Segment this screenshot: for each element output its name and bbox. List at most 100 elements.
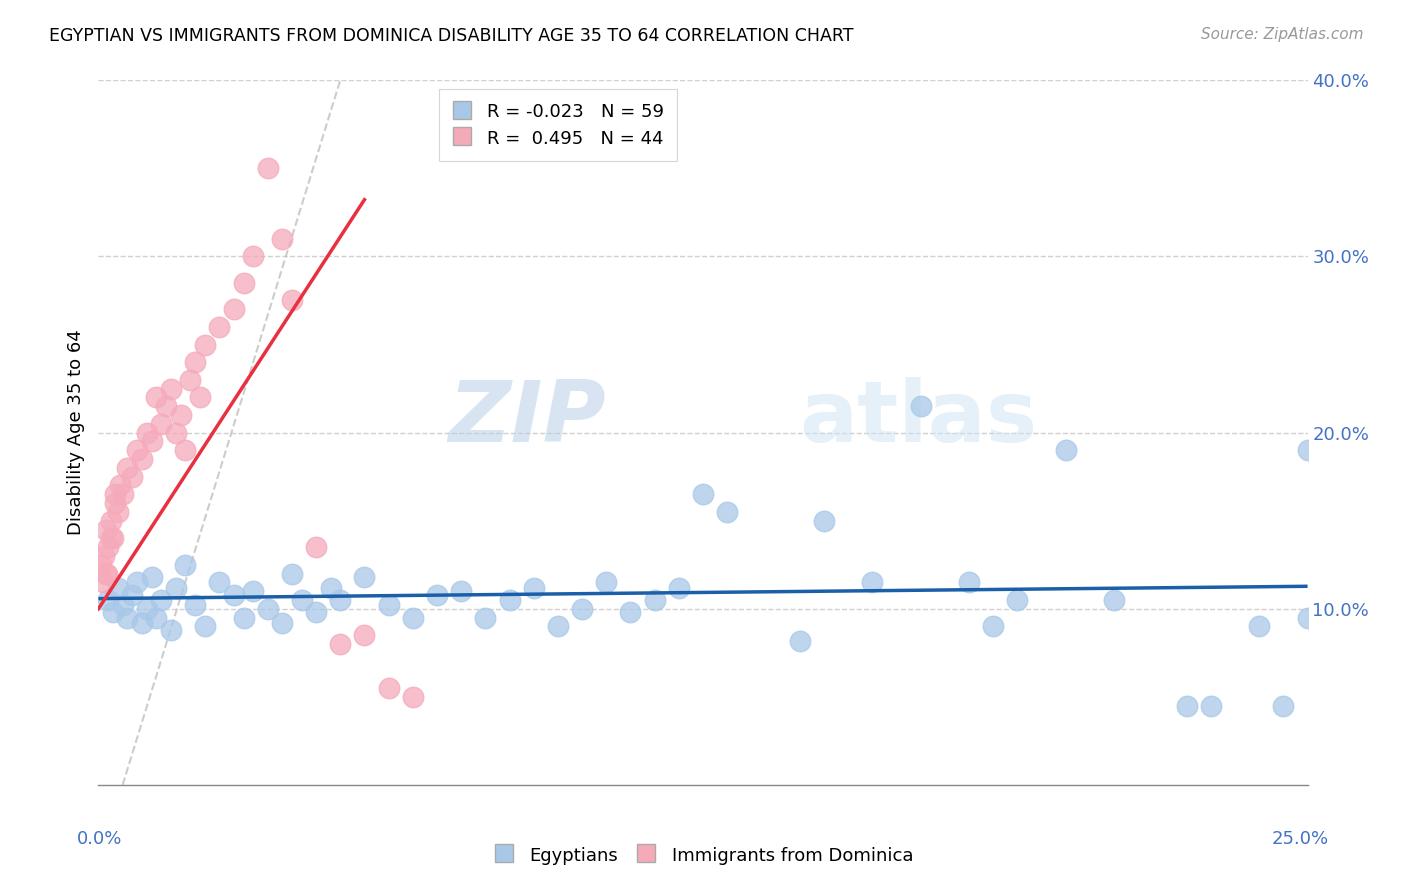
Point bbox=[150, 417, 173, 431]
Point bbox=[107, 505, 129, 519]
Y-axis label: Disability Age 35 to 64: Disability Age 35 to 64 bbox=[66, 330, 84, 535]
Point bbox=[222, 588, 245, 602]
Point bbox=[100, 514, 122, 528]
Point bbox=[271, 232, 294, 246]
Point bbox=[94, 523, 117, 537]
Point bbox=[179, 373, 201, 387]
Point bbox=[100, 532, 122, 546]
Point bbox=[165, 425, 187, 440]
Point bbox=[94, 566, 117, 581]
Point bbox=[1296, 610, 1319, 624]
Point bbox=[595, 575, 617, 590]
Point bbox=[208, 320, 231, 334]
Point bbox=[222, 302, 245, 317]
Point bbox=[319, 581, 342, 595]
Point bbox=[402, 690, 425, 704]
Point bbox=[145, 610, 167, 624]
Point bbox=[1054, 443, 1077, 458]
Point bbox=[141, 434, 163, 449]
Point bbox=[474, 610, 496, 624]
Point bbox=[271, 615, 294, 630]
Point bbox=[108, 478, 131, 492]
Text: ZIP: ZIP bbox=[449, 377, 606, 460]
Point bbox=[981, 619, 1004, 633]
Point bbox=[111, 599, 134, 613]
Point bbox=[377, 681, 399, 695]
Point bbox=[523, 581, 546, 595]
Point bbox=[242, 584, 264, 599]
Point bbox=[184, 355, 207, 369]
Point bbox=[155, 399, 177, 413]
Point bbox=[232, 276, 254, 290]
Point bbox=[305, 605, 328, 619]
Point bbox=[117, 461, 139, 475]
Point bbox=[111, 487, 134, 501]
Point bbox=[131, 452, 153, 467]
Point bbox=[290, 593, 312, 607]
Point bbox=[1007, 593, 1029, 607]
Point bbox=[131, 615, 153, 630]
Point bbox=[184, 599, 207, 613]
Point bbox=[127, 575, 149, 590]
Point bbox=[242, 250, 264, 264]
Point bbox=[547, 619, 569, 633]
Point bbox=[281, 293, 304, 308]
Point bbox=[104, 487, 127, 501]
Point bbox=[571, 601, 593, 615]
Point bbox=[150, 593, 173, 607]
Text: 0.0%: 0.0% bbox=[77, 830, 122, 847]
Point bbox=[353, 628, 375, 642]
Text: EGYPTIAN VS IMMIGRANTS FROM DOMINICA DISABILITY AGE 35 TO 64 CORRELATION CHART: EGYPTIAN VS IMMIGRANTS FROM DOMINICA DIS… bbox=[49, 27, 853, 45]
Point bbox=[377, 599, 399, 613]
Legend: R = -0.023   N = 59, R =  0.495   N = 44: R = -0.023 N = 59, R = 0.495 N = 44 bbox=[439, 89, 678, 161]
Point bbox=[402, 610, 425, 624]
Point bbox=[160, 623, 183, 637]
Point bbox=[165, 581, 187, 595]
Point bbox=[860, 575, 883, 590]
Point bbox=[692, 487, 714, 501]
Point bbox=[329, 637, 352, 651]
Point bbox=[121, 588, 143, 602]
Point bbox=[1272, 698, 1295, 713]
Text: 25.0%: 25.0% bbox=[1271, 830, 1329, 847]
Point bbox=[450, 584, 472, 599]
Point bbox=[1175, 698, 1198, 713]
Point bbox=[135, 601, 157, 615]
Point bbox=[232, 610, 254, 624]
Point bbox=[256, 601, 278, 615]
Point bbox=[121, 469, 143, 483]
Point bbox=[281, 566, 304, 581]
Point bbox=[97, 593, 120, 607]
Point bbox=[135, 425, 157, 440]
Point bbox=[668, 581, 690, 595]
Point bbox=[498, 593, 520, 607]
Point bbox=[194, 619, 217, 633]
Point bbox=[910, 399, 932, 413]
Point bbox=[141, 570, 163, 584]
Legend: Egyptians, Immigrants from Dominica: Egyptians, Immigrants from Dominica bbox=[484, 837, 922, 874]
Point bbox=[1199, 698, 1222, 713]
Point bbox=[426, 588, 449, 602]
Point bbox=[1249, 619, 1271, 633]
Point bbox=[353, 570, 375, 584]
Point bbox=[188, 391, 211, 405]
Point bbox=[305, 540, 328, 554]
Point bbox=[117, 610, 139, 624]
Text: atlas: atlas bbox=[800, 377, 1038, 460]
Point bbox=[91, 575, 114, 590]
Point bbox=[1296, 443, 1319, 458]
Point bbox=[127, 443, 149, 458]
Point bbox=[619, 605, 641, 619]
Point bbox=[256, 161, 278, 176]
Point bbox=[107, 581, 129, 595]
Point bbox=[174, 443, 197, 458]
Point bbox=[90, 558, 112, 572]
Point bbox=[716, 505, 738, 519]
Point bbox=[96, 566, 118, 581]
Point bbox=[97, 540, 120, 554]
Point bbox=[208, 575, 231, 590]
Point bbox=[93, 549, 115, 563]
Point bbox=[789, 633, 811, 648]
Point bbox=[174, 558, 197, 572]
Point bbox=[101, 532, 124, 546]
